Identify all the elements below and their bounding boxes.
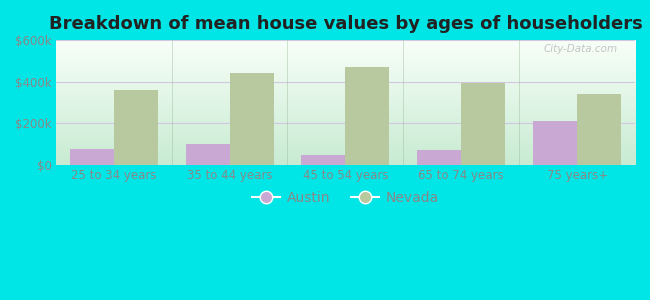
- Bar: [302, 154, 345, 165]
- Bar: [577, 94, 621, 165]
- Bar: [114, 90, 158, 165]
- Bar: [417, 150, 462, 165]
- Bar: [345, 67, 389, 165]
- Bar: [70, 149, 114, 165]
- Bar: [185, 144, 229, 165]
- Legend: Austin, Nevada: Austin, Nevada: [246, 185, 445, 210]
- Text: City-Data.com: City-Data.com: [543, 44, 618, 54]
- Bar: [533, 121, 577, 165]
- Bar: [462, 83, 505, 165]
- Bar: [229, 74, 274, 165]
- Title: Breakdown of mean house values by ages of householders: Breakdown of mean house values by ages o…: [49, 15, 642, 33]
